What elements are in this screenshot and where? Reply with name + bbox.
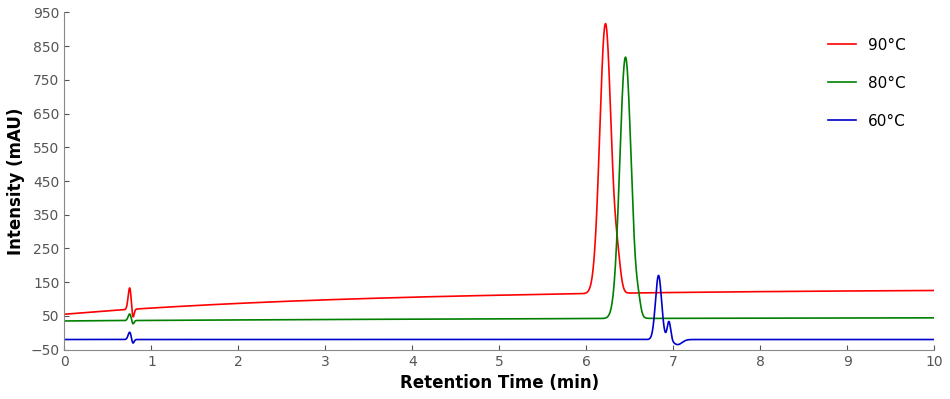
Line: 80°C: 80°C bbox=[65, 57, 934, 324]
90°C bbox=[928, 288, 940, 293]
90°C bbox=[127, 314, 139, 319]
80°C bbox=[883, 316, 894, 320]
90°C bbox=[883, 288, 894, 293]
90°C bbox=[111, 308, 123, 313]
Line: 60°C: 60°C bbox=[65, 275, 934, 345]
90°C bbox=[59, 312, 70, 317]
60°C bbox=[63, 337, 74, 342]
60°C bbox=[229, 337, 240, 342]
60°C bbox=[59, 337, 70, 342]
X-axis label: Retention Time (min): Retention Time (min) bbox=[400, 374, 598, 392]
60°C bbox=[653, 273, 664, 278]
Y-axis label: Intensity (mAU): Intensity (mAU) bbox=[7, 107, 25, 255]
90°C bbox=[63, 312, 74, 316]
60°C bbox=[484, 337, 495, 342]
90°C bbox=[229, 301, 240, 306]
60°C bbox=[672, 342, 683, 347]
60°C bbox=[928, 337, 940, 342]
Line: 90°C: 90°C bbox=[65, 24, 934, 317]
90°C bbox=[95, 309, 106, 314]
80°C bbox=[59, 318, 70, 323]
60°C bbox=[111, 337, 123, 342]
80°C bbox=[95, 318, 106, 323]
80°C bbox=[127, 321, 139, 326]
90°C bbox=[599, 21, 611, 26]
80°C bbox=[928, 316, 940, 320]
80°C bbox=[111, 318, 123, 323]
80°C bbox=[484, 316, 496, 321]
Legend: 90°C, 80°C, 60°C: 90°C, 80°C, 60°C bbox=[821, 30, 914, 136]
90°C bbox=[484, 293, 496, 298]
60°C bbox=[95, 337, 106, 342]
60°C bbox=[883, 337, 894, 342]
80°C bbox=[63, 318, 74, 323]
80°C bbox=[229, 318, 240, 322]
80°C bbox=[619, 55, 631, 59]
